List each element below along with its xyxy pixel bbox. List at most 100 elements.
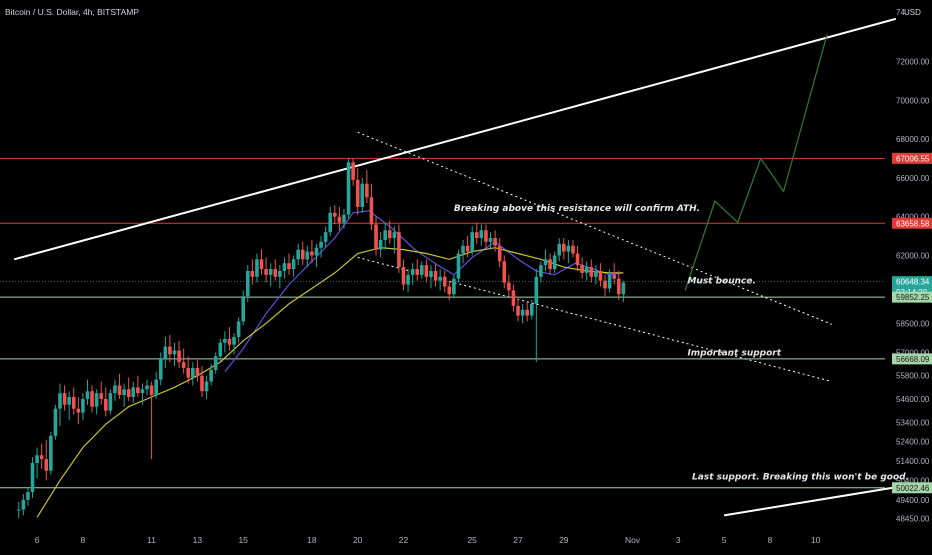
candle-body	[278, 270, 282, 277]
candle-body	[195, 367, 200, 376]
candle	[461, 239, 465, 264]
price-tag-value: 60648.34	[896, 278, 930, 287]
candle-body	[310, 251, 314, 256]
trend-line[interactable]	[723, 486, 897, 517]
candle-body	[333, 212, 337, 217]
ma-fast-line	[224, 210, 624, 373]
price-tag-box	[892, 217, 932, 229]
candle	[392, 226, 397, 254]
candle	[236, 317, 241, 343]
candle	[410, 263, 415, 285]
x-tick-label: 8	[81, 535, 86, 545]
support-price-tag[interactable]: 56668.09	[892, 353, 932, 365]
price-tag-value: 50022.46	[896, 484, 930, 493]
price-tag-value: 67006.55	[896, 154, 930, 163]
candle-body	[71, 397, 76, 409]
candle	[213, 352, 218, 374]
candle-body	[355, 179, 360, 207]
candle	[401, 259, 406, 291]
candle	[232, 333, 236, 355]
candle-body	[438, 276, 442, 281]
price-tag-box	[892, 482, 932, 494]
candle	[598, 263, 603, 287]
candle	[35, 447, 39, 479]
annotation-text: Breaking above this resistance will conf…	[454, 204, 700, 214]
candle-body	[85, 391, 90, 399]
candle	[67, 391, 71, 421]
projection-path[interactable]	[684, 34, 828, 291]
candle-body	[259, 259, 264, 270]
support-price-tag[interactable]: 59852.25	[892, 291, 932, 303]
candle-body	[35, 455, 39, 463]
candle	[442, 270, 447, 293]
candle	[300, 241, 305, 266]
candle-body	[616, 278, 621, 295]
x-tick-label: 29	[559, 535, 569, 545]
candle-body	[433, 270, 438, 281]
candle-body	[378, 239, 383, 250]
resistance-price-tag[interactable]: 63658.58	[892, 217, 932, 229]
candle-body	[204, 381, 209, 392]
candle	[406, 269, 410, 293]
candle-body	[488, 237, 493, 242]
candle-body	[140, 389, 145, 394]
candle	[397, 224, 401, 273]
candle	[470, 226, 474, 256]
y-tick-label: 55800.00	[896, 372, 930, 381]
channel-line[interactable]	[357, 131, 832, 325]
candle	[209, 364, 213, 386]
candle	[575, 245, 580, 271]
x-tick-label: 13	[193, 535, 203, 545]
candle-body	[474, 232, 479, 238]
candle-body	[241, 296, 245, 322]
candle-body	[236, 321, 241, 337]
candle	[333, 205, 337, 225]
candle-body	[99, 393, 104, 399]
candle	[227, 327, 232, 351]
candle	[30, 457, 35, 498]
candle	[507, 274, 511, 299]
candle-body	[268, 269, 273, 275]
support-price-tag[interactable]: 50022.46	[892, 482, 932, 494]
candle	[452, 274, 456, 299]
candle	[314, 243, 319, 268]
trend-line[interactable]	[13, 17, 897, 261]
candle-body	[360, 183, 365, 207]
candle-body	[145, 385, 149, 390]
candle	[323, 226, 328, 248]
candle	[131, 381, 136, 403]
candle-body	[461, 245, 465, 254]
annotation-text: Important support	[687, 348, 781, 358]
x-tick-label: 5	[722, 535, 727, 545]
candle-body	[543, 259, 548, 266]
candle	[21, 494, 26, 516]
candle	[168, 334, 172, 363]
candle	[268, 263, 273, 287]
candle-body	[420, 265, 424, 275]
candle	[186, 356, 191, 384]
candle-body	[497, 245, 502, 262]
candle-body	[16, 509, 21, 511]
candle	[342, 208, 346, 229]
candle-body	[53, 408, 58, 436]
resistance-price-tag[interactable]: 67006.55	[892, 152, 932, 164]
candle	[383, 222, 387, 250]
candle-body	[346, 162, 351, 215]
candle-body	[305, 251, 310, 260]
y-tick-label: 50400.00	[896, 476, 930, 485]
candle	[378, 232, 383, 258]
candle	[181, 348, 186, 374]
candle-body	[511, 290, 516, 306]
candle	[172, 342, 177, 367]
x-tick-label: 15	[238, 535, 248, 545]
candle-body	[442, 276, 447, 287]
candle	[511, 284, 516, 312]
y-tick-label: 54600.00	[896, 395, 930, 404]
candle	[245, 265, 250, 303]
candle-body	[191, 367, 195, 378]
candle	[255, 253, 259, 283]
y-tick-label: 70000.00	[896, 96, 930, 105]
candle	[374, 216, 378, 256]
